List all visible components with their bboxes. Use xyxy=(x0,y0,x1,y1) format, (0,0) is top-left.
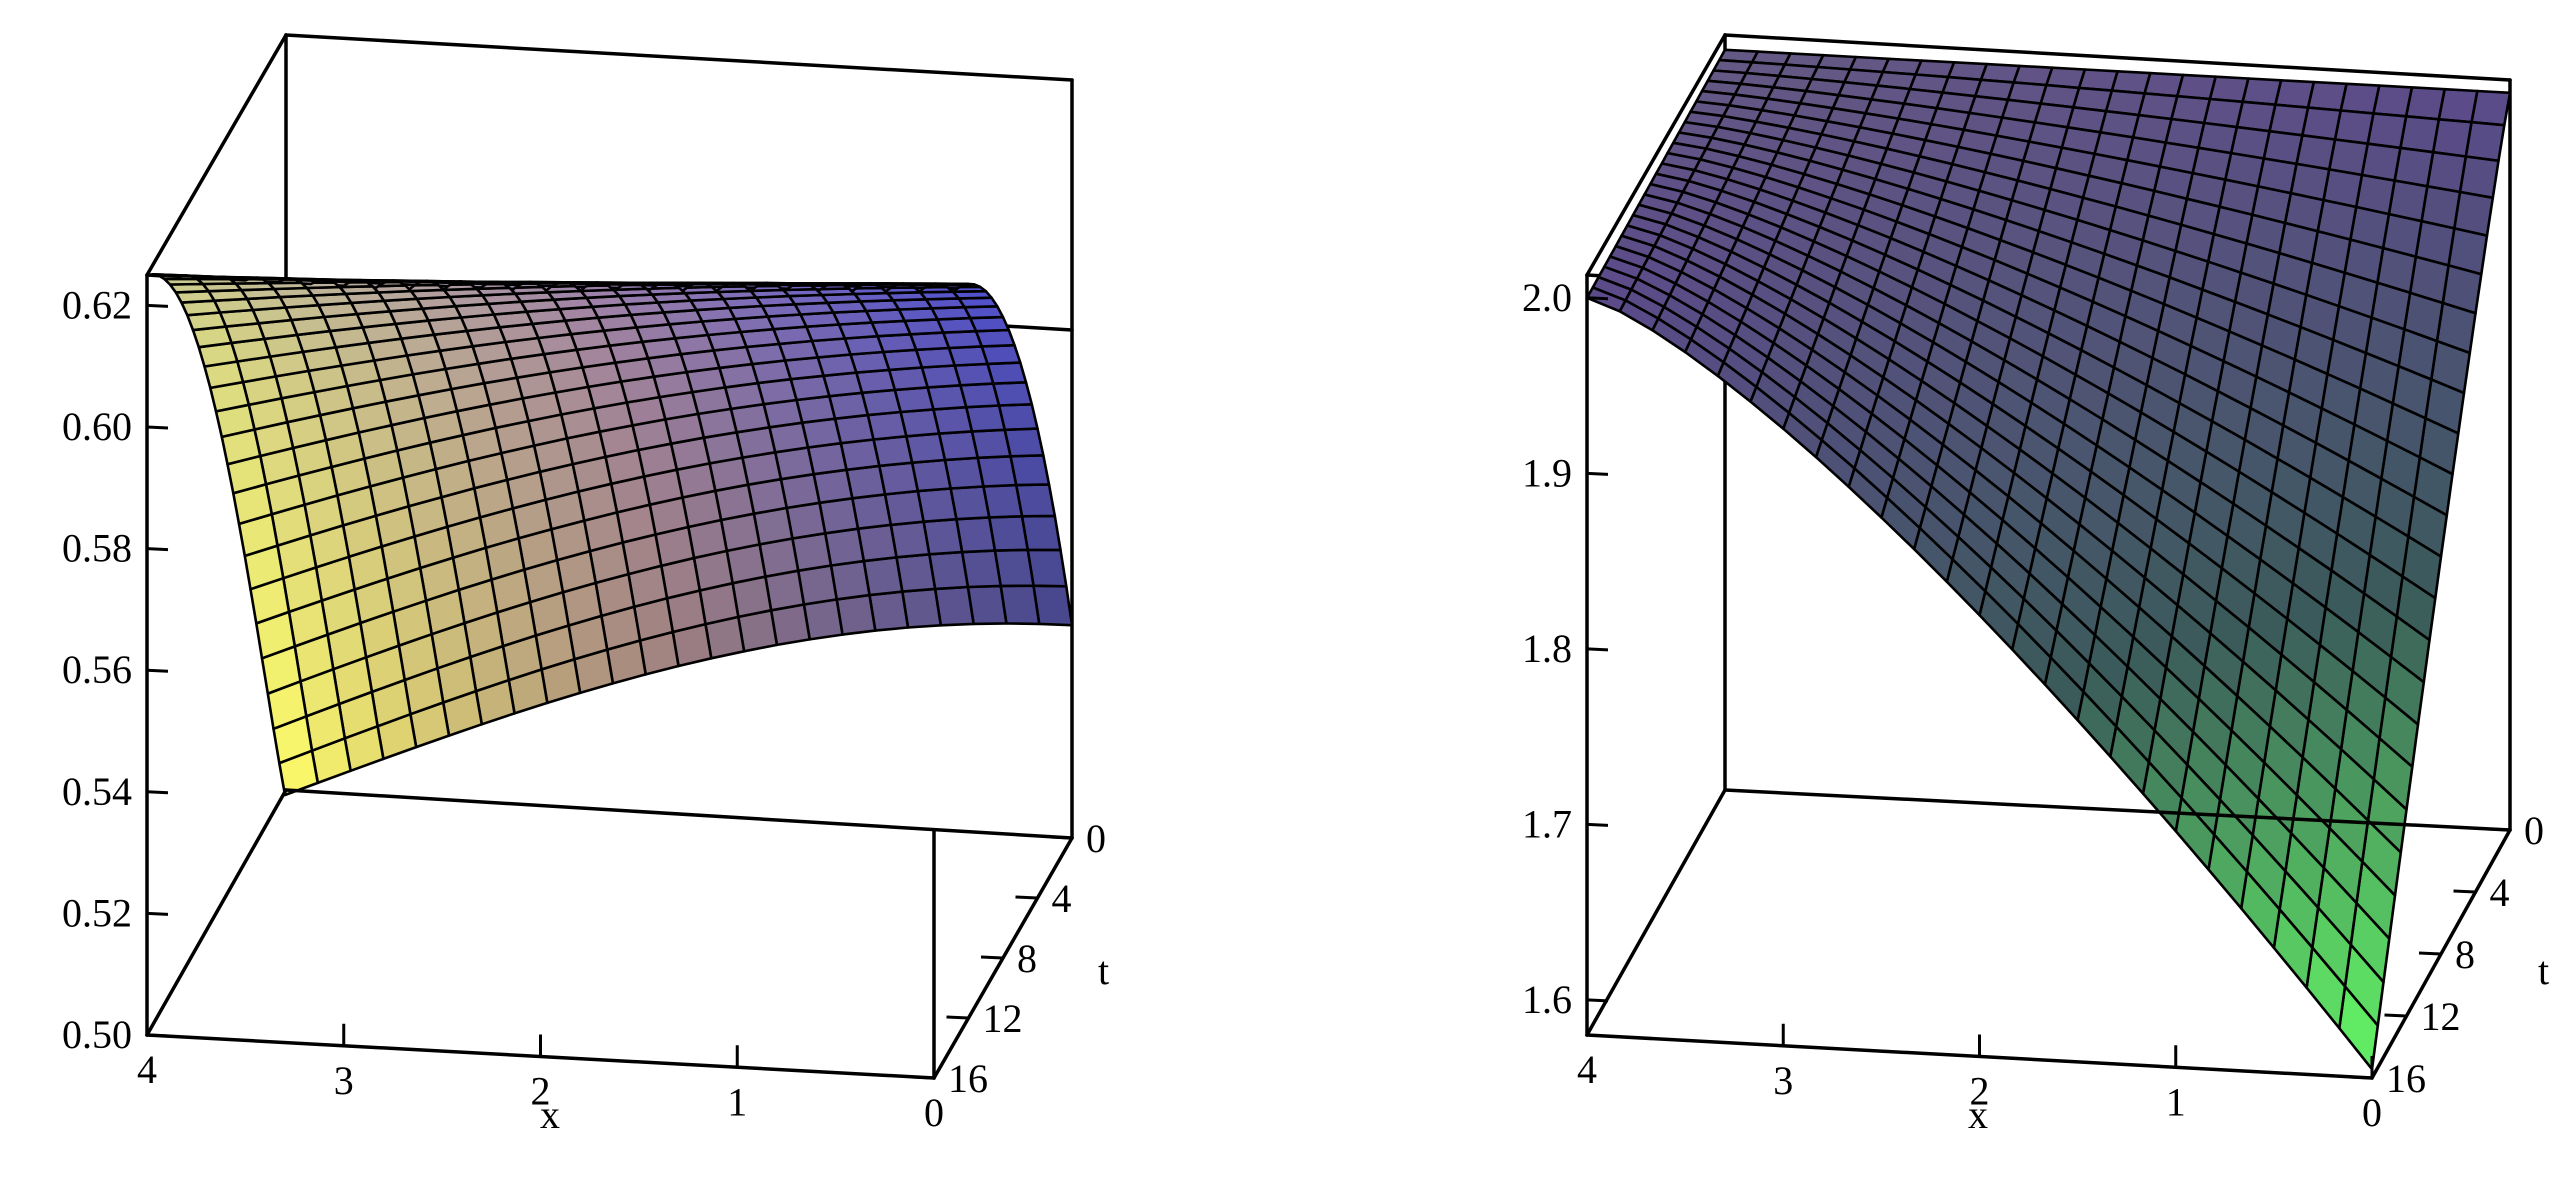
t-tick-label: 16 xyxy=(2386,1056,2426,1101)
x-tick-label: 3 xyxy=(334,1058,354,1103)
z-tick-label: 0.56 xyxy=(62,647,132,692)
x-tick-label: 4 xyxy=(137,1047,157,1092)
x-tick-label: 0 xyxy=(924,1090,944,1135)
box-edge xyxy=(145,33,288,277)
z-tick xyxy=(1586,822,1609,827)
z-tick-label: 1.6 xyxy=(1522,977,1572,1022)
box-edge xyxy=(1723,788,2512,832)
z-tick-label: 0.62 xyxy=(62,282,132,327)
t-tick-label: 0 xyxy=(1086,816,1106,861)
t-tick-label: 0 xyxy=(2524,808,2544,853)
t-tick-label: 4 xyxy=(1052,876,1072,921)
t-axis-label: t xyxy=(1098,948,1109,993)
z-tick xyxy=(146,790,169,795)
z-tick xyxy=(1586,647,1609,652)
t-tick-label: 12 xyxy=(2421,994,2461,1039)
z-tick xyxy=(146,425,169,430)
t-tick-label: 8 xyxy=(1017,936,1037,981)
t-tick xyxy=(2487,827,2511,832)
z-tick-label: 0.50 xyxy=(62,1012,132,1057)
z-tick-label: 0.54 xyxy=(62,769,132,814)
z-tick xyxy=(1586,471,1609,476)
z-tick xyxy=(146,303,169,308)
t-tick-label: 4 xyxy=(2490,870,2510,915)
surface-plot-1: 0.500.520.540.560.580.600.62012340481216… xyxy=(62,33,1109,1137)
t-tick xyxy=(2418,951,2442,956)
z-tick-label: 1.9 xyxy=(1522,450,1572,495)
x-tick-label: 1 xyxy=(2166,1079,2186,1124)
z-tick xyxy=(146,547,169,552)
t-axis-label: t xyxy=(2538,948,2549,993)
t-tick xyxy=(1049,835,1073,840)
box-edge xyxy=(1585,788,1727,1037)
x-axis-label: x xyxy=(540,1092,560,1137)
t-tick xyxy=(1015,895,1038,900)
surface-mesh-1 xyxy=(145,272,1074,797)
box-edge xyxy=(1723,33,2512,82)
z-tick-label: 1.8 xyxy=(1522,626,1572,671)
z-tick-label: 1.7 xyxy=(1522,801,1572,846)
t-tick xyxy=(2384,1013,2407,1018)
x-tick-label: 2 xyxy=(531,1069,551,1114)
z-tick-label: 0.60 xyxy=(62,404,132,449)
z-tick xyxy=(1586,998,1609,1003)
t-tick-label: 8 xyxy=(2455,932,2475,977)
z-tick xyxy=(146,668,169,673)
x-tick-label: 2 xyxy=(1970,1069,1990,1114)
x-tick-label: 0 xyxy=(2362,1090,2382,1135)
t-tick xyxy=(911,1075,935,1080)
box-edge xyxy=(284,33,1074,82)
box-edge xyxy=(145,788,288,1037)
z-tick xyxy=(146,911,169,916)
box-edge xyxy=(1585,33,1727,277)
x-tick-label: 4 xyxy=(1577,1047,1597,1092)
box-edge xyxy=(284,788,1074,840)
t-tick xyxy=(2453,889,2476,894)
t-tick-label: 16 xyxy=(948,1056,988,1101)
surface-cell xyxy=(145,272,187,279)
x-tick-label: 1 xyxy=(727,1079,747,1124)
t-tick xyxy=(980,955,1004,960)
z-tick-label: 0.58 xyxy=(62,526,132,571)
z-tick-label: 2.0 xyxy=(1522,275,1572,320)
t-tick xyxy=(2349,1075,2373,1080)
surface-mesh-2 xyxy=(1585,48,2512,1071)
z-tick-label: 0.52 xyxy=(62,890,132,935)
t-tick xyxy=(946,1015,969,1020)
x-axis-label: x xyxy=(1968,1092,1988,1137)
x-tick-label: 3 xyxy=(1773,1058,1793,1103)
z-tick xyxy=(146,1033,169,1038)
t-tick-label: 12 xyxy=(983,996,1023,1041)
z-tick xyxy=(1586,296,1609,301)
